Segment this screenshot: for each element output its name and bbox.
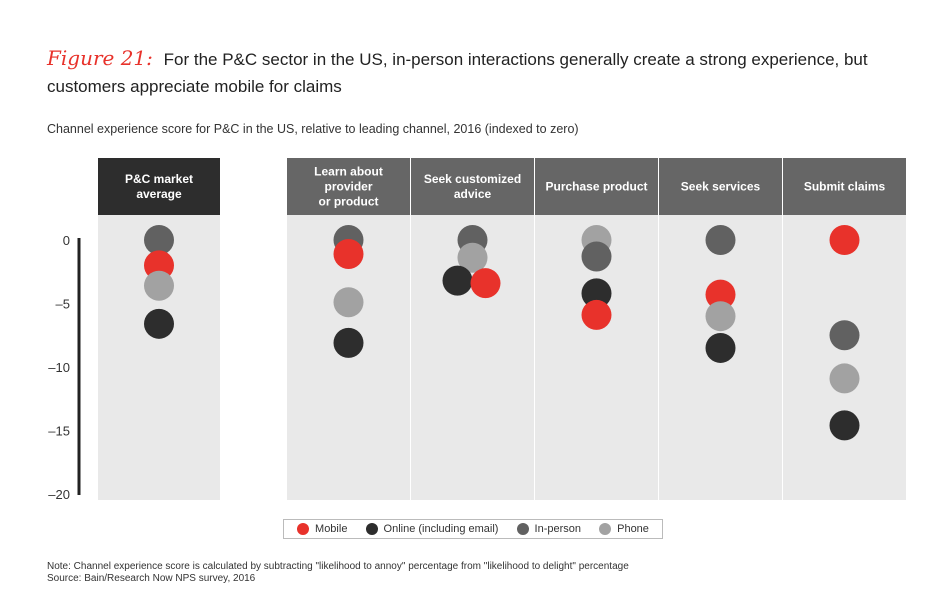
marker-learn-about-provider-or-product-online-including-email [333, 327, 364, 358]
marker-submit-claims-online-including-email [829, 410, 860, 441]
legend-marker-mobile [297, 523, 310, 535]
y-tick-label: –20 [48, 487, 70, 502]
marker-purchase-product-in-person [581, 241, 612, 272]
footnote: Note: Channel experience score is calcul… [47, 561, 629, 585]
y-tick-label: –10 [48, 360, 70, 375]
y-tick-label: –5 [56, 297, 70, 312]
legend-label-mobile: Mobile [315, 523, 348, 535]
header-seek-services [659, 158, 782, 215]
legend-marker-online [365, 523, 378, 535]
legend-marker-phone [599, 523, 612, 535]
header-label-pandc-market-average: average [136, 187, 182, 201]
marker-learn-about-provider-or-product-phone [333, 287, 364, 318]
marker-seek-services-mobile [705, 279, 736, 310]
legend-label-in-person: In-person [534, 523, 582, 535]
legend-label-online: Online (including email) [383, 523, 499, 535]
header-label-learn-about-provider-or-product: provider [324, 180, 372, 194]
header-label-seek-customized-advice: advice [454, 187, 492, 201]
marker-purchase-product-mobile [581, 299, 612, 330]
header-label-learn-about-provider-or-product: Learn about [314, 165, 383, 179]
marker-seek-services-in-person [705, 225, 736, 255]
legend-item-online: Online (including email) [365, 523, 499, 535]
marker-purchase-product-online-including-email [581, 278, 612, 309]
y-tick-label: 0 [63, 233, 70, 248]
header-pandc-market-average [98, 158, 220, 215]
marker-pandc-market-average-online-including-email [144, 308, 174, 339]
marker-submit-claims-mobile [829, 225, 860, 255]
header-submit-claims [783, 158, 906, 215]
header-learn-about-provider-or-product [287, 158, 410, 215]
marker-seek-services-online-including-email [705, 332, 736, 363]
legend-marker-in-person [516, 523, 529, 535]
header-seek-customized-advice [411, 158, 534, 215]
marker-submit-claims-in-person [829, 320, 860, 351]
figure-title-text: For the P&C sector in the US, in-person … [47, 50, 868, 96]
marker-submit-claims-phone [829, 363, 860, 394]
source-text: Source: Bain/Research Now NPS survey, 20… [47, 573, 256, 584]
legend-item-mobile: Mobile [297, 523, 347, 535]
marker-learn-about-provider-or-product-mobile [333, 238, 364, 269]
header-label-learn-about-provider-or-product: or product [319, 195, 379, 209]
marker-seek-customized-advice-online-including-email [442, 265, 473, 296]
marker-pandc-market-average-in-person [144, 225, 174, 255]
figure-title: Figure 21: For the P&C sector in the US,… [47, 45, 927, 100]
chart-subtitle: Channel experience score for P&C in the … [47, 122, 579, 136]
legend-item-phone: Phone [599, 523, 649, 535]
header-label-seek-services: Seek services [681, 180, 761, 194]
header-label-submit-claims: Submit claims [804, 180, 886, 194]
marker-seek-services-phone [705, 301, 736, 332]
header-label-purchase-product: Purchase product [545, 180, 647, 194]
header-purchase-product [535, 158, 658, 215]
figure-label: Figure 21: [47, 46, 153, 70]
legend-item-in-person: In-person [516, 523, 582, 535]
header-label-pandc-market-average: P&C market [125, 172, 193, 186]
note-text: Note: Channel experience score is calcul… [47, 561, 629, 572]
header-label-seek-customized-advice: Seek customized [424, 172, 521, 186]
marker-pandc-market-average-phone [144, 270, 174, 301]
y-tick-label: –15 [48, 424, 70, 439]
chart-legend: Mobile Online (including email) In-perso… [283, 519, 663, 539]
legend-label-phone: Phone [617, 523, 649, 535]
marker-seek-customized-advice-mobile [470, 268, 501, 299]
marker-seek-customized-advice-phone [457, 242, 488, 273]
